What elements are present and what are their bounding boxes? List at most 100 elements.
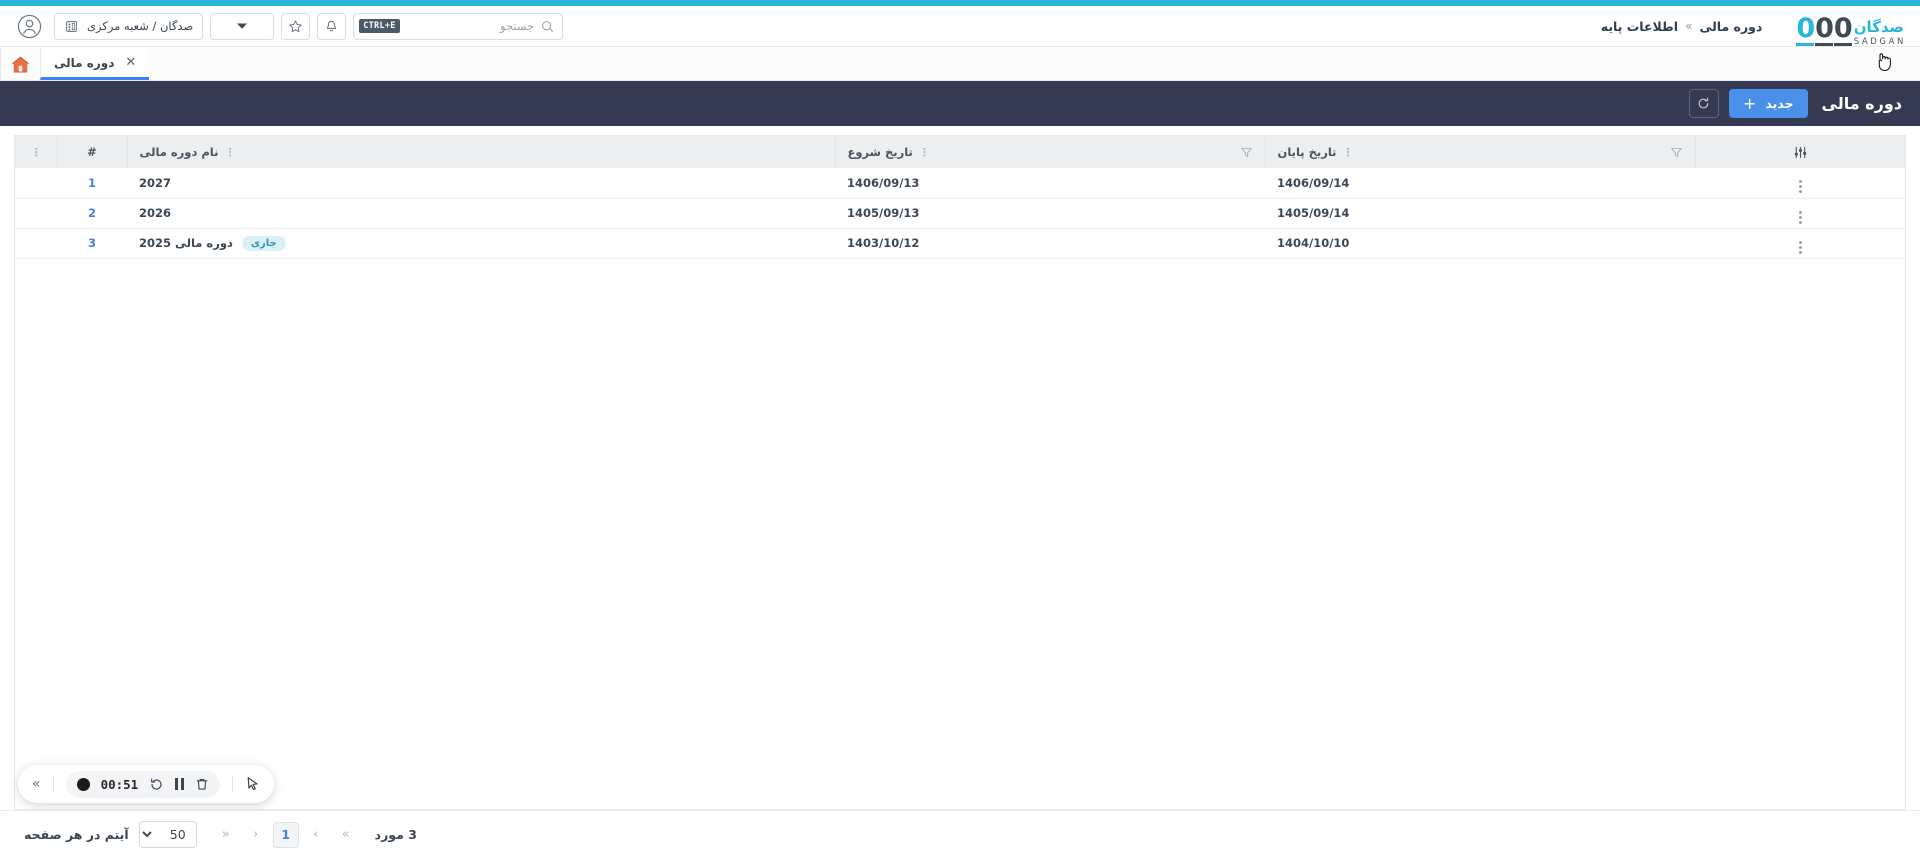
cell-row-index[interactable]: 2	[87, 206, 96, 220]
restart-button[interactable]	[149, 777, 164, 792]
column-grip-icon[interactable]: ⋮	[1342, 145, 1353, 159]
top-header-bar: صدگان SADGAN 0 0 0 دوره مالی » اطلاعات پ…	[0, 6, 1920, 47]
pagination: » › 1 ‹ «	[213, 821, 359, 848]
star-icon	[289, 20, 302, 32]
record-dot-icon[interactable]	[76, 777, 90, 791]
toolbar-divider	[52, 775, 54, 793]
page-title-bar: دوره مالی جدید +	[0, 81, 1920, 126]
pause-button[interactable]	[175, 778, 185, 790]
home-tab[interactable]	[0, 48, 40, 80]
th-name-label: نام دوره مالی	[139, 145, 219, 159]
filter-icon[interactable]	[1240, 146, 1253, 159]
tab-label: دوره مالی	[54, 55, 115, 70]
filter-icon[interactable]	[1670, 146, 1683, 159]
th-menu[interactable]: ⋮	[15, 136, 57, 168]
accent-strip	[0, 0, 1920, 6]
branch-selector[interactable]: صدگان / شعبه مرکزی	[54, 12, 204, 40]
kebab-menu-icon[interactable]	[1798, 210, 1802, 224]
name-cell-group: جاری دوره مالی 2025	[139, 235, 823, 251]
search-shortcut-badge: CTRL+E	[359, 19, 400, 33]
table-row[interactable]: 1404/10/10 1403/10/12 جاری دوره مالی 202…	[15, 228, 1905, 258]
table-header-row: ⋮ تاریخ پایان ⋮ تاریخ شروع	[15, 136, 1905, 168]
column-grip-icon[interactable]: ⋮	[918, 145, 930, 159]
cell-row-index[interactable]: 1	[87, 175, 96, 190]
table-row[interactable]: 1406/09/14 1406/09/13 2027 1	[15, 168, 1905, 198]
search-input[interactable]: جستجو CTRL+E	[353, 12, 564, 40]
column-grip-icon[interactable]: ⋮	[224, 145, 235, 159]
page-next-button[interactable]: ›	[243, 822, 269, 848]
tab-doreh-mali[interactable]: ✕ دوره مالی	[40, 48, 150, 80]
branch-label: صدگان / شعبه مرکزی	[87, 19, 194, 33]
page-title: دوره مالی	[1821, 94, 1903, 113]
cell-end-date: 1405/09/14	[1277, 206, 1350, 220]
th-period-name[interactable]: ⋮ نام دوره مالی	[126, 136, 835, 168]
recorder-controls-group: 00:51	[65, 770, 221, 798]
cell-start-date: 1405/09/13	[847, 206, 920, 220]
period-name-text: 2026	[139, 206, 172, 220]
search-placeholder: جستجو	[500, 19, 535, 33]
per-page-select[interactable]: 50	[138, 821, 197, 848]
plus-icon: +	[1742, 93, 1757, 113]
delete-recording-button[interactable]	[195, 777, 209, 792]
cell-period-name: 2026	[127, 198, 835, 228]
period-name-text: دوره مالی 2025	[139, 236, 233, 250]
notifications-button[interactable]	[317, 12, 347, 40]
caret-down-icon	[237, 23, 248, 29]
user-avatar-icon	[17, 14, 41, 38]
pause-icon	[175, 778, 185, 790]
th-end-inner: ⋮ تاریخ پایان	[1278, 145, 1683, 159]
breadcrumb-separator: »	[1685, 19, 1693, 33]
page-current[interactable]: 1	[272, 821, 299, 848]
th-column-settings[interactable]	[1694, 136, 1905, 168]
cell-row-actions	[1695, 198, 1905, 228]
cell-start-date: 1406/09/13	[847, 175, 920, 190]
breadcrumb-item-0[interactable]: دوره مالی	[1699, 18, 1763, 34]
cell-menu-spacer	[15, 228, 57, 258]
trash-icon	[196, 778, 208, 790]
collapse-toolbar-button[interactable]: «	[32, 776, 41, 792]
page-prev-button[interactable]: ‹	[303, 822, 329, 848]
th-start-label: تاریخ شروع	[847, 145, 913, 159]
cell-menu-spacer	[15, 168, 57, 198]
breadcrumb-item-1[interactable]: اطلاعات پایه	[1600, 18, 1679, 34]
cursor-mode-button[interactable]	[245, 776, 260, 792]
brand-zero-2: 0	[1815, 13, 1834, 46]
search-left-group: جستجو	[500, 19, 554, 33]
th-end-date[interactable]: ⋮ تاریخ پایان	[1264, 136, 1695, 168]
favorites-button[interactable]	[281, 12, 311, 40]
toolbar-divider	[232, 775, 234, 793]
table-row[interactable]: 1405/09/14 1405/09/13 2026 2	[15, 198, 1905, 228]
page-last-button[interactable]: »	[213, 822, 239, 848]
total-count-label: 3 مورد	[374, 827, 417, 842]
cell-period-name: 2027	[127, 168, 835, 198]
brand-zero-1: 0	[1796, 13, 1815, 46]
new-button[interactable]: جدید +	[1728, 89, 1808, 118]
tab-strip: ✕ دوره مالی	[0, 48, 1920, 81]
apps-dropdown-button[interactable]	[210, 12, 275, 40]
building-icon	[66, 20, 77, 32]
th-start-date[interactable]: ⋮ تاریخ شروع	[834, 136, 1265, 168]
cell-row-index[interactable]: 3	[87, 236, 96, 250]
refresh-icon	[1699, 97, 1709, 109]
new-button-label: جدید	[1765, 96, 1794, 111]
cell-period-name: جاری دوره مالی 2025	[127, 228, 835, 258]
page-first-button[interactable]: «	[333, 822, 359, 848]
kebab-menu-icon[interactable]	[1798, 240, 1802, 254]
brand-zero-3: 0	[1833, 13, 1853, 46]
cell-start-date: 1403/10/12	[847, 236, 920, 250]
cell-menu-spacer	[15, 198, 57, 228]
restart-icon	[151, 778, 162, 790]
th-end-label: تاریخ پایان	[1277, 145, 1337, 159]
name-cell-group: 2027	[139, 176, 823, 190]
data-table: ⋮ تاریخ پایان ⋮ تاریخ شروع	[15, 136, 1905, 259]
cell-row-actions	[1695, 168, 1905, 198]
refresh-button[interactable]	[1688, 89, 1719, 118]
header-menu-icon[interactable]: ⋮	[30, 146, 42, 159]
kebab-menu-icon[interactable]	[1798, 180, 1802, 194]
tab-close-icon[interactable]: ✕	[125, 55, 137, 70]
brand-logo[interactable]: صدگان SADGAN 0 0 0	[1784, 6, 1920, 46]
user-profile-button[interactable]	[14, 11, 44, 41]
name-cell-group: 2026	[139, 206, 823, 220]
th-start-inner: ⋮ تاریخ شروع	[848, 145, 1253, 159]
th-row-index[interactable]: #	[56, 136, 127, 168]
